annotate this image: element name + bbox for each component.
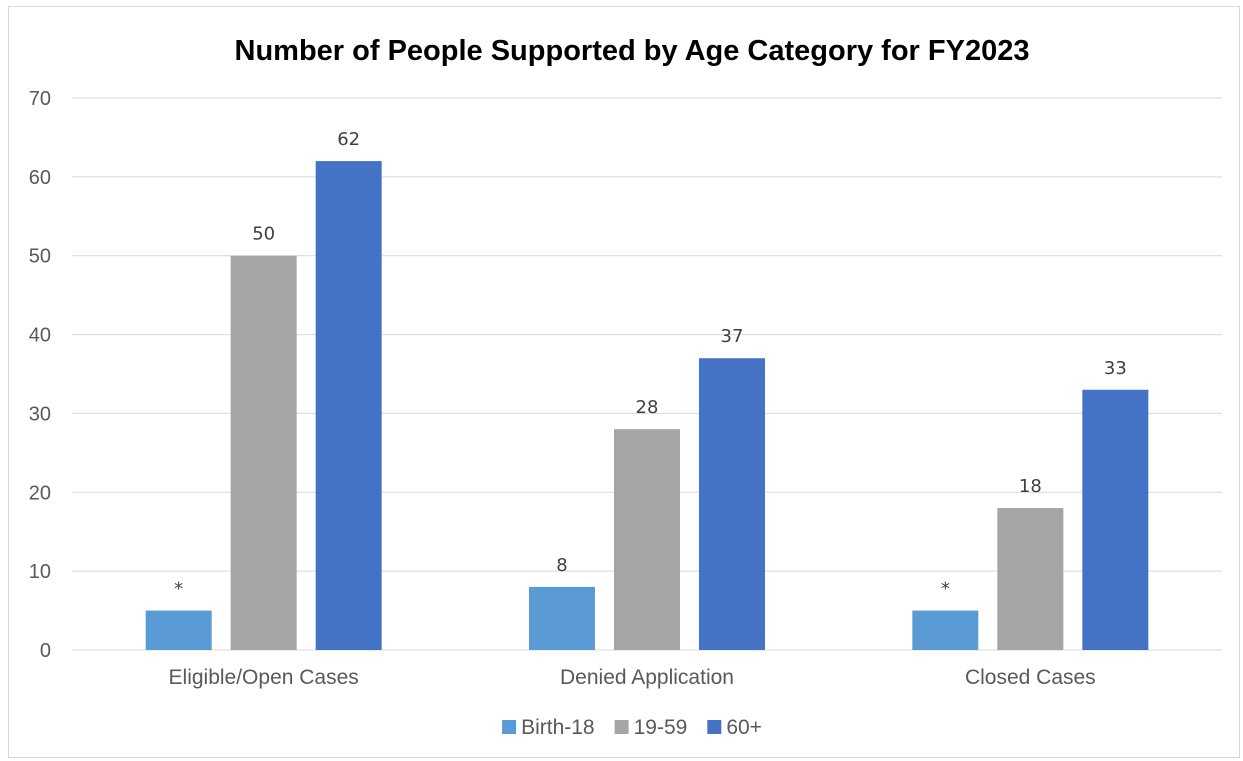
data-label: 28 (636, 397, 659, 418)
bar (315, 161, 382, 651)
bar (230, 255, 297, 650)
x-category-label: Eligible/Open Cases (169, 666, 359, 689)
y-tick-label: 30 (29, 403, 51, 425)
data-label: 33 (1104, 358, 1127, 379)
y-tick-label: 70 (29, 88, 51, 110)
legend-label: 60+ (726, 716, 762, 739)
y-tick-label: 0 (40, 640, 51, 662)
chart-title: Number of People Supported by Age Catego… (235, 35, 1030, 67)
data-label: 50 (252, 224, 275, 245)
legend-swatch (707, 720, 722, 734)
bars (145, 161, 1149, 651)
y-tick-label: 60 (29, 167, 51, 189)
x-category-label: Closed Cases (965, 666, 1096, 689)
bar (1082, 389, 1149, 650)
bar (699, 358, 765, 650)
data-label: 62 (337, 129, 360, 150)
chart-frame: Number of People Supported by Age Catego… (8, 6, 1240, 758)
bar (145, 610, 212, 650)
y-tick-label: 10 (29, 561, 51, 583)
legend-label: Birth-18 (521, 716, 595, 739)
bar-chart: Number of People Supported by Age Catego… (29, 35, 1222, 739)
legend: Birth-18 19-59 60+ (502, 716, 762, 739)
bar (529, 586, 595, 650)
x-category-label: Denied Application (560, 666, 734, 689)
x-axis-category-labels: Eligible/Open Cases Denied Application Clo… (169, 666, 1096, 689)
y-axis-tick-labels: 0 10 20 30 40 50 60 70 (29, 88, 51, 662)
data-label: 8 (556, 555, 567, 576)
data-label: * (941, 579, 950, 600)
bar (614, 429, 680, 650)
y-tick-label: 20 (29, 482, 51, 504)
y-tick-label: 40 (29, 325, 51, 347)
legend-label: 19-59 (634, 716, 688, 739)
bar (912, 610, 979, 650)
bar (997, 508, 1064, 650)
legend-swatch (502, 720, 517, 734)
y-tick-label: 50 (29, 246, 51, 268)
data-label: 37 (721, 326, 744, 347)
legend-swatch (614, 720, 629, 734)
data-label: 18 (1019, 476, 1042, 497)
data-labels: * 50 62 8 28 37 * 18 33 (174, 129, 1127, 599)
data-label: * (174, 579, 183, 600)
